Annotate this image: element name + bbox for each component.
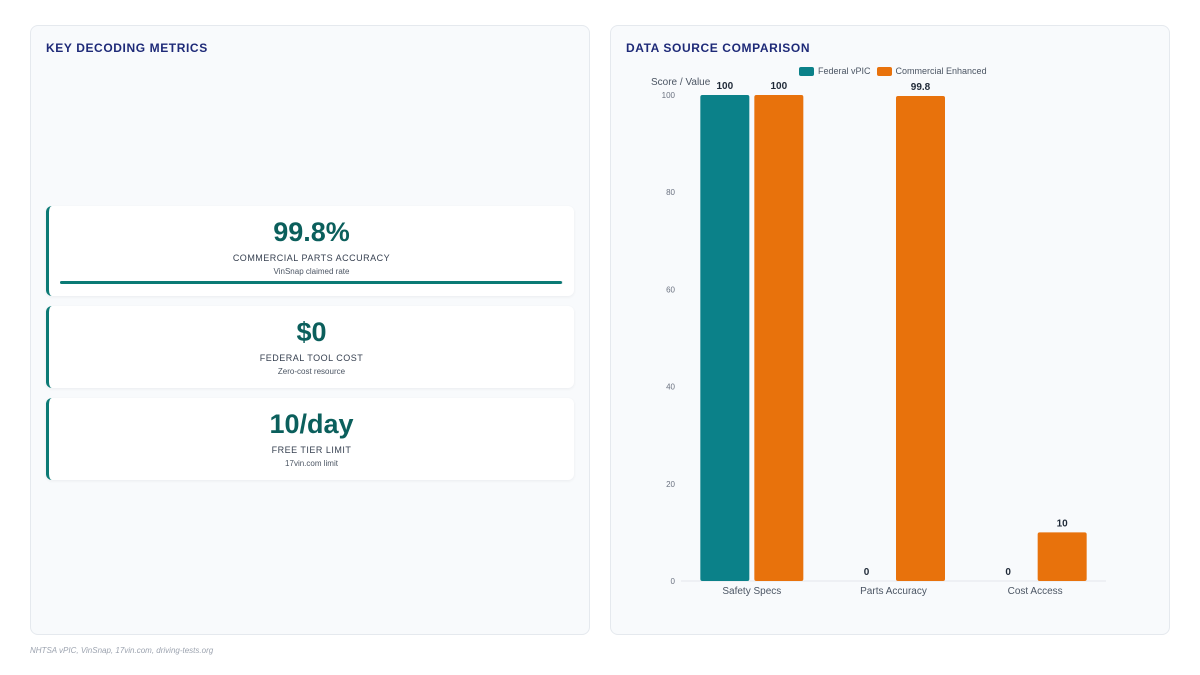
x-tick-label: Cost Access bbox=[1008, 586, 1063, 597]
metric-label: FEDERAL TOOL COST bbox=[259, 353, 364, 363]
bar-value-label: 0 bbox=[864, 567, 870, 578]
metrics-panel: KEY DECODING METRICS 99.8% COMMERCIAL PA… bbox=[30, 25, 590, 635]
y-tick-label: 40 bbox=[666, 383, 675, 392]
metric-card-free-tier: 10/day FREE TIER LIMIT 17vin.com limit bbox=[46, 398, 574, 480]
bar-commercial-enhanced bbox=[754, 95, 804, 581]
chart-legend: Federal vPIC Commercial Enhanced bbox=[799, 66, 987, 76]
accuracy-progress-fill bbox=[60, 281, 562, 284]
bar-federal-vpic bbox=[700, 95, 750, 581]
metric-value: 10/day bbox=[269, 409, 354, 439]
y-tick-label: 20 bbox=[666, 480, 675, 489]
metric-value: $0 bbox=[296, 317, 327, 347]
metrics-panel-title: KEY DECODING METRICS bbox=[46, 41, 208, 55]
bar-value-label: 100 bbox=[770, 81, 787, 92]
y-tick-label: 100 bbox=[662, 91, 676, 100]
chart-panel-title: DATA SOURCE COMPARISON bbox=[626, 41, 811, 55]
metric-subtext: Zero-cost resource bbox=[277, 367, 346, 376]
legend-swatch bbox=[876, 66, 892, 76]
metric-card-federal-cost: $0 FEDERAL TOOL COST Zero-cost resource bbox=[46, 306, 574, 388]
accuracy-progress-track bbox=[60, 281, 563, 284]
bar-commercial-enhanced bbox=[1037, 532, 1087, 581]
metric-value: 99.8% bbox=[273, 217, 350, 247]
metric-subtext: VinSnap claimed rate bbox=[273, 267, 350, 276]
x-tick-label: Parts Accuracy bbox=[860, 586, 927, 597]
x-tick-label: Safety Specs bbox=[722, 586, 781, 597]
legend-item-federal[interactable]: Federal vPIC bbox=[799, 66, 871, 76]
y-tick-label: 80 bbox=[666, 188, 675, 197]
chart-panel: DATA SOURCE COMPARISON Federal vPIC Comm… bbox=[610, 25, 1170, 635]
bar-commercial-enhanced bbox=[896, 95, 945, 582]
metric-subtext: 17vin.com limit bbox=[285, 459, 338, 468]
legend-item-commercial[interactable]: Commercial Enhanced bbox=[876, 66, 987, 76]
y-tick-label: 0 bbox=[671, 577, 676, 586]
legend-label: Commercial Enhanced bbox=[895, 66, 987, 76]
metric-card-parts-accuracy: 99.8% COMMERCIAL PARTS ACCURACY VinSnap … bbox=[46, 206, 574, 296]
metric-label: COMMERCIAL PARTS ACCURACY bbox=[232, 253, 391, 263]
y-tick-label: 60 bbox=[666, 285, 675, 294]
bar-value-label: 0 bbox=[1005, 567, 1011, 578]
metric-label: FREE TIER LIMIT bbox=[271, 445, 352, 455]
y-axis-title: Score / Value bbox=[651, 77, 711, 88]
bar-value-label: 99.8 bbox=[911, 82, 931, 93]
source-footnote: NHTSA vPIC, VinSnap, 17vin.com, driving-… bbox=[30, 646, 214, 655]
bar-value-label: 100 bbox=[716, 81, 733, 92]
bar-value-label: 10 bbox=[1057, 518, 1069, 529]
legend-label: Federal vPIC bbox=[818, 66, 871, 76]
legend-swatch bbox=[799, 66, 814, 76]
